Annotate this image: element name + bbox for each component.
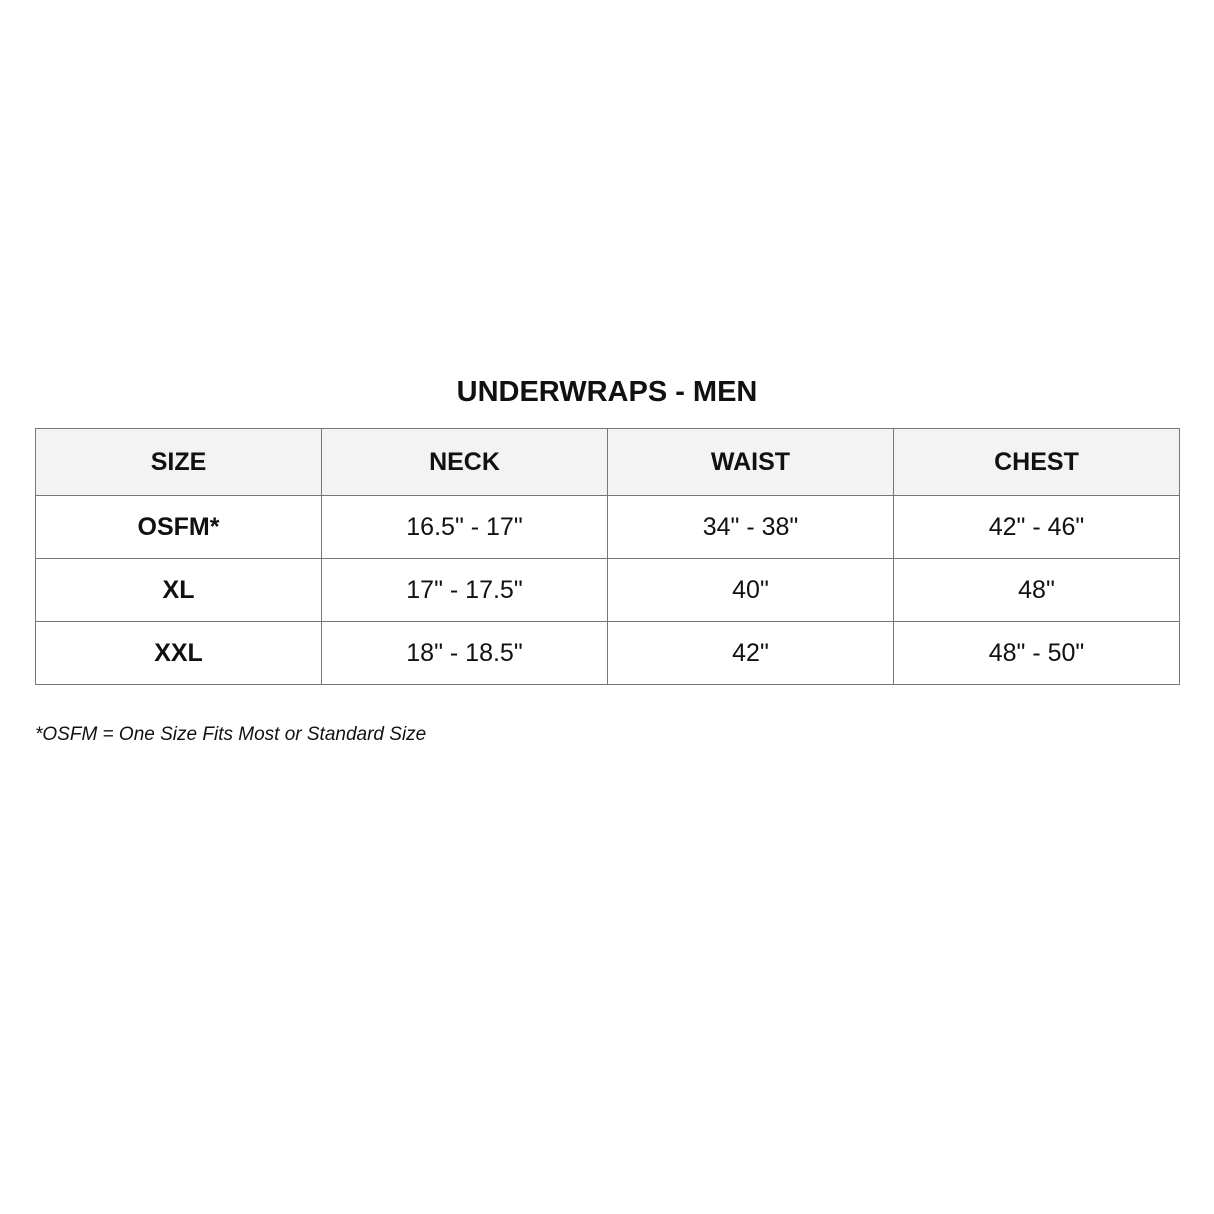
header-neck: NECK <box>321 428 608 496</box>
table-row: OSFM* 16.5" - 17" 34" - 38" 42" - 46" <box>35 495 1180 559</box>
size-table: SIZE NECK WAIST CHEST OSFM* 16.5" - 17" … <box>35 428 1180 685</box>
header-waist: WAIST <box>607 428 894 496</box>
chest-cell: 48" <box>893 558 1180 622</box>
table-row: XXL 18" - 18.5" 42" 48" - 50" <box>35 621 1180 685</box>
waist-cell: 42" <box>607 621 894 685</box>
footnote: *OSFM = One Size Fits Most or Standard S… <box>35 724 427 745</box>
neck-cell: 18" - 18.5" <box>321 621 608 685</box>
size-cell: XXL <box>35 621 322 685</box>
neck-cell: 17" - 17.5" <box>321 558 608 622</box>
neck-cell: 16.5" - 17" <box>321 495 608 559</box>
waist-cell: 40" <box>607 558 894 622</box>
header-chest: CHEST <box>893 428 1180 496</box>
header-row: SIZE NECK WAIST CHEST <box>35 428 1180 496</box>
chest-cell: 48" - 50" <box>893 621 1180 685</box>
chart-title: UNDERWRAPS - MEN <box>456 376 758 408</box>
size-cell: OSFM* <box>35 495 322 559</box>
waist-cell: 34" - 38" <box>607 495 894 559</box>
table-row: XL 17" - 17.5" 40" 48" <box>35 558 1180 622</box>
size-cell: XL <box>35 558 322 622</box>
chest-cell: 42" - 46" <box>893 495 1180 559</box>
header-size: SIZE <box>35 428 322 496</box>
